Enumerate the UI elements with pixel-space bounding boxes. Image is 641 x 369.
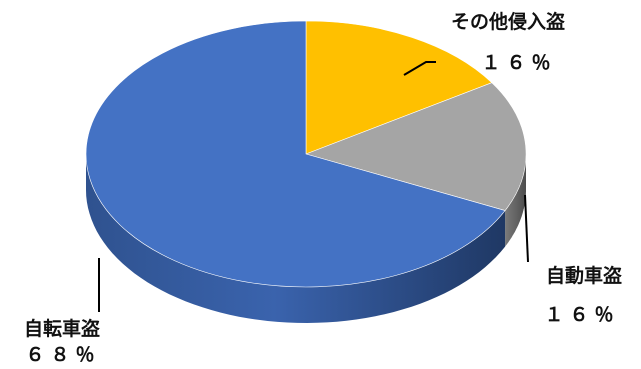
leader-line-other-intrusion [403, 61, 436, 76]
pie-top-layer [85, 20, 527, 288]
pie-side-layer [86, 154, 526, 323]
slice-bicycle-theft [85, 20, 506, 288]
slice-side-bicycle-theft [86, 154, 506, 323]
label-other-intrusion-name: その他侵入盗 [451, 10, 565, 33]
label-bicycle-theft-name: 自転車盗 [24, 317, 100, 340]
label-car-theft-name: 自動車盗 [546, 264, 622, 287]
label-bicycle-theft-value: ６８％ [25, 344, 100, 366]
leader-line-car-theft [524, 194, 529, 263]
slice-other-intrusion [305, 20, 493, 155]
label-car-theft-value: １６％ [544, 304, 619, 326]
label-other-intrusion-value: １６％ [481, 52, 556, 74]
slice-side-car-theft [505, 154, 526, 247]
slice-car-theft [305, 82, 527, 211]
